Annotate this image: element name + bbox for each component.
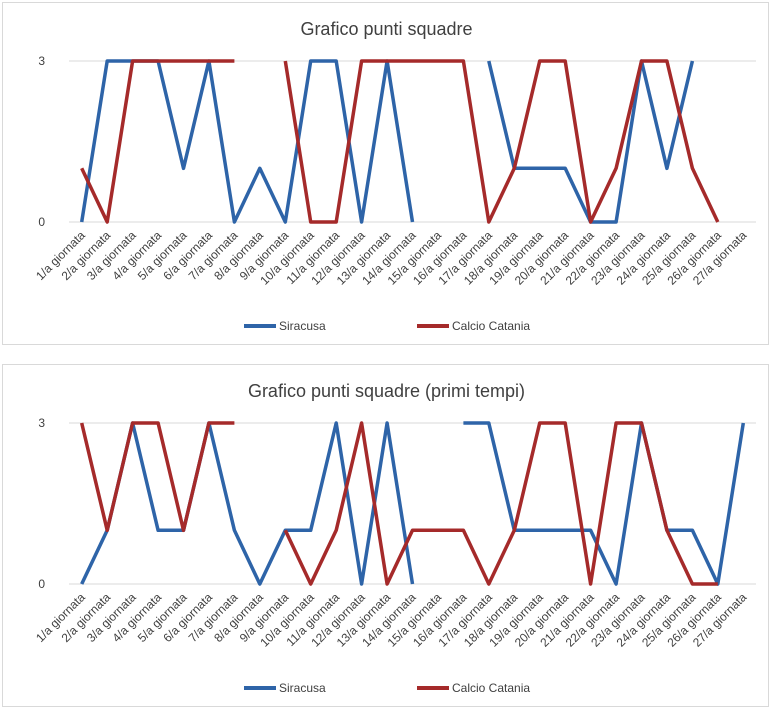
series-siracusa <box>80 421 746 586</box>
legend-label: Siracusa <box>279 681 326 695</box>
chart-title: Grafico punti squadre <box>300 19 472 39</box>
series-calcio-catania <box>80 59 720 224</box>
series-line <box>79 59 415 224</box>
y-tick-label: 0 <box>38 215 45 229</box>
chart-panel-2: Grafico punti squadre (primi tempi) 0 3 1/a… <box>2 364 769 707</box>
series-calcio-catania <box>79 421 718 586</box>
chart-panel-1: Grafico punti squadre 0 3 1/a giornata 2/a g… <box>2 2 769 345</box>
series-line <box>80 421 415 586</box>
y-tick-label: 3 <box>38 54 45 68</box>
series-line <box>463 421 746 586</box>
chart-svg-2: Grafico punti squadre (primi tempi)031/a… <box>33 381 756 695</box>
series-line <box>283 421 718 586</box>
y-tick-label: 0 <box>38 577 45 591</box>
legend-label: Calcio Catania <box>452 319 530 333</box>
legend-label: Calcio Catania <box>452 681 530 695</box>
series-line <box>283 59 720 224</box>
chart-title: Grafico punti squadre (primi tempi) <box>248 381 525 401</box>
series-line <box>80 59 235 224</box>
legend-label: Siracusa <box>279 319 326 333</box>
y-tick-label: 3 <box>38 416 45 430</box>
series-line <box>79 421 235 533</box>
